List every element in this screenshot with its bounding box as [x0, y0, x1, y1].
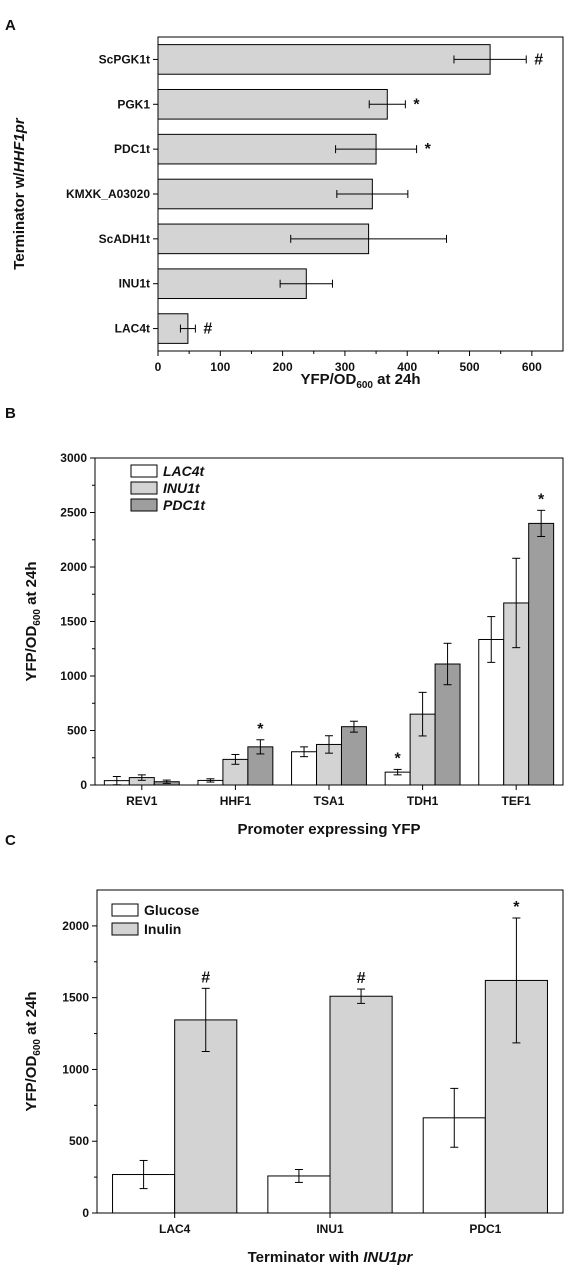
- legend-label: PDC1t: [163, 497, 206, 513]
- x-tick-label: TDH1: [407, 794, 439, 808]
- y-tick-label: 1000: [62, 1062, 89, 1076]
- bar-inulin: [484, 979, 548, 1214]
- panel-c-chart: 0 500 1000 1500 2000 LAC4 # INU1 # PDC1 * Glucose In…: [23, 889, 564, 1266]
- y-tick-label: INU1t: [119, 277, 150, 291]
- bar-lac4t: [291, 751, 318, 786]
- y-tick-label: 500: [69, 1134, 89, 1148]
- x-axis-title: YFP/OD600 at 24h: [300, 371, 420, 391]
- panel-b-label: B: [5, 405, 16, 422]
- y-axis-title-part: HHF1pr: [11, 117, 28, 172]
- x-tick-label: REV1: [126, 794, 158, 808]
- x-tick-label: LAC4: [159, 1222, 191, 1236]
- panel-b-chart: 0 500 1000 1500 2000 2500 3000 REV1 HHF1 * TSA1 TDH…: [23, 451, 564, 838]
- legend-label: Glucose: [144, 902, 199, 918]
- y-tick-label: LAC4t: [115, 322, 150, 336]
- significance-mark: *: [425, 141, 432, 158]
- y-tick-label: 1500: [62, 991, 89, 1005]
- y-tick-label: PDC1t: [114, 142, 150, 156]
- bar-pdc1t: [340, 726, 367, 786]
- significance-mark: *: [413, 96, 420, 113]
- bar: [157, 88, 388, 120]
- legend-label: LAC4t: [163, 463, 206, 479]
- x-axis-title-part: Terminator with: [248, 1249, 364, 1266]
- x-axis-title-part: at 24h: [373, 371, 421, 388]
- y-tick-label: KMXK_A03020: [66, 187, 150, 201]
- x-tick-label: TSA1: [314, 794, 345, 808]
- significance-mark: #: [357, 970, 366, 987]
- y-tick-label: ScPGK1t: [99, 52, 150, 66]
- y-tick-label: 1000: [60, 669, 87, 683]
- y-axis-title-part: 600: [32, 609, 43, 626]
- significance-mark: #: [201, 969, 210, 986]
- x-axis-title-part: INU1pr: [363, 1249, 413, 1266]
- bar-inulin: [329, 995, 393, 1214]
- y-axis-title-part: 600: [32, 1039, 43, 1056]
- x-tick-label: 100: [210, 360, 230, 374]
- significance-mark: #: [203, 321, 212, 338]
- x-tick-label: TEF1: [502, 794, 532, 808]
- y-axis-title: Terminator w/HHF1pr: [11, 117, 28, 270]
- y-axis-title-part: Terminator w/: [11, 172, 28, 270]
- bar-inulin: [174, 1019, 238, 1214]
- x-axis-title-part: 600: [356, 380, 373, 391]
- legend-swatch: [111, 903, 139, 917]
- legend-swatch: [111, 922, 139, 936]
- x-tick-label: HHF1: [220, 794, 252, 808]
- panel-a-label: A: [5, 17, 16, 34]
- x-axis-title: Terminator with INU1pr: [248, 1249, 414, 1266]
- x-tick-label: 300: [335, 360, 355, 374]
- significance-mark: #: [534, 51, 543, 68]
- y-tick-label: 0: [80, 778, 87, 792]
- y-tick-label: 0: [82, 1206, 89, 1220]
- y-tick-label: 2000: [62, 919, 89, 933]
- y-axis-title-part: YFP/OD: [23, 626, 40, 682]
- legend-label: Inulin: [144, 921, 181, 937]
- x-tick-label: INU1: [316, 1222, 344, 1236]
- y-tick-label: 500: [67, 724, 87, 738]
- legend-swatch: [130, 464, 158, 478]
- y-tick-label: 3000: [60, 451, 87, 465]
- y-tick-label: 1500: [60, 615, 87, 629]
- y-tick-label: ScADH1t: [99, 232, 150, 246]
- legend-swatch: [130, 481, 158, 495]
- significance-mark: *: [538, 491, 545, 508]
- legend-label: INU1t: [163, 480, 201, 496]
- x-tick-label: 200: [273, 360, 293, 374]
- bar-lac4t: [478, 638, 505, 786]
- bar: [157, 44, 491, 75]
- significance-mark: *: [513, 899, 520, 916]
- x-axis-title: Promoter expressing YFP: [237, 821, 420, 838]
- x-tick-label: 500: [460, 360, 480, 374]
- x-tick-label: 400: [397, 360, 417, 374]
- y-axis-title: YFP/OD600 at 24h: [23, 561, 43, 681]
- y-axis-title: YFP/OD600 at 24h: [23, 991, 43, 1111]
- x-axis-title-part: YFP/OD: [300, 371, 356, 388]
- x-tick-label: 0: [155, 360, 162, 374]
- panel-a-chart: 0 100 200 300 400 500 600 ScPGK1t # PGK1 * PDC1t * KM…: [11, 36, 564, 391]
- y-tick-label: 2000: [60, 560, 87, 574]
- significance-mark: *: [395, 750, 402, 767]
- y-axis-title-part: at 24h: [23, 561, 40, 609]
- y-axis-title-part: at 24h: [23, 991, 40, 1039]
- x-tick-label: 600: [522, 360, 542, 374]
- y-tick-label: PGK1: [117, 97, 150, 111]
- y-axis-title-part: YFP/OD: [23, 1056, 40, 1112]
- panel-c-label: C: [5, 832, 16, 849]
- y-tick-label: 2500: [60, 506, 87, 520]
- bar: [157, 313, 189, 344]
- significance-mark: *: [257, 721, 264, 738]
- legend-swatch: [130, 498, 158, 512]
- bar-pdc1t: [528, 522, 555, 786]
- x-tick-label: PDC1: [469, 1222, 501, 1236]
